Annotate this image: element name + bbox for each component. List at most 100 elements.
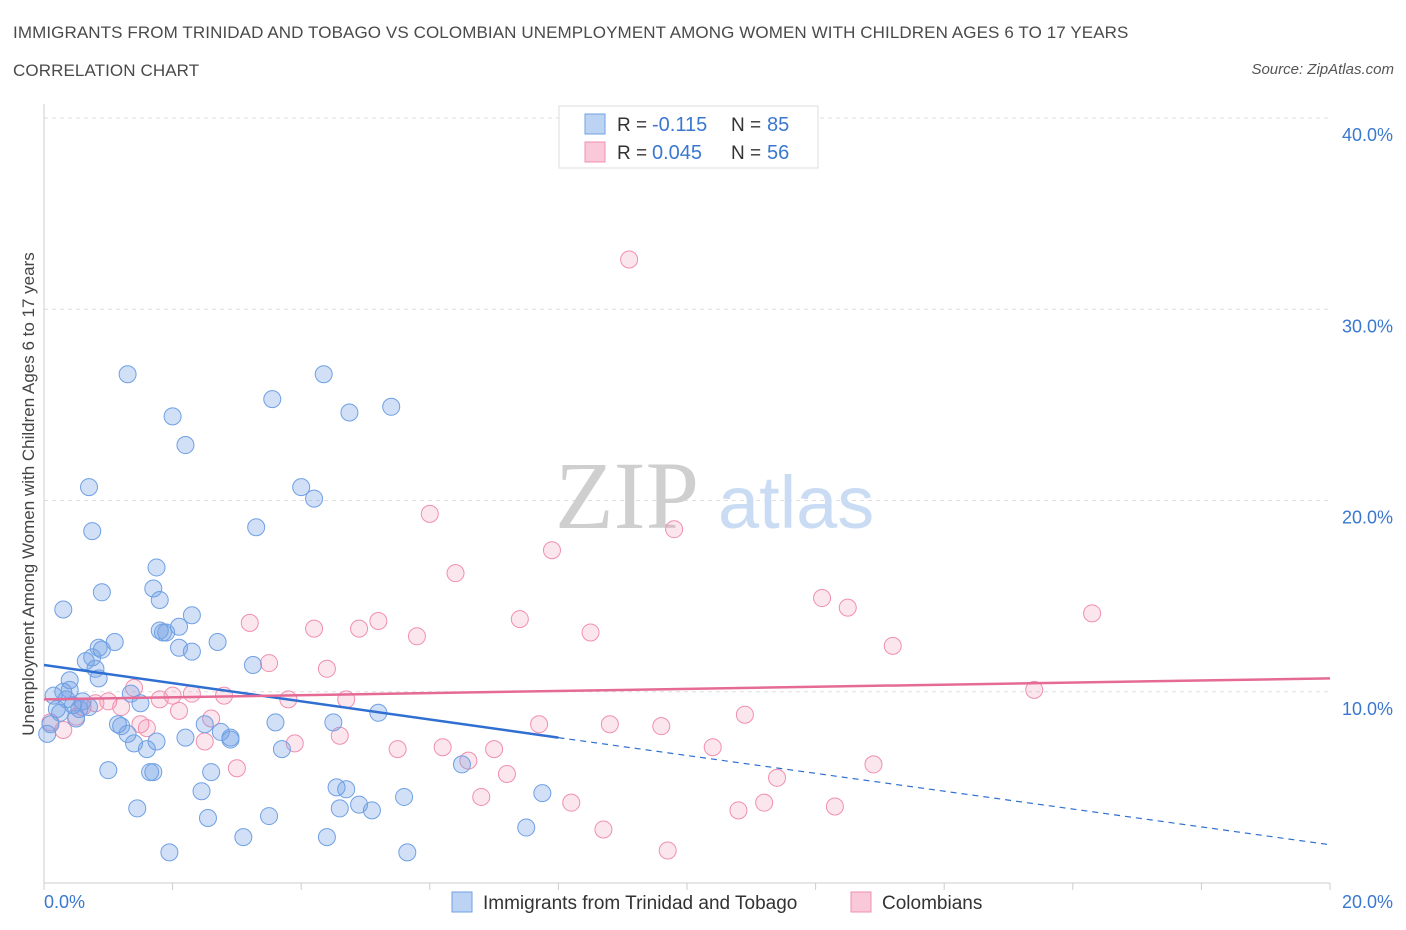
data-point-trinidad: [118, 365, 137, 384]
data-point-trinidad: [398, 843, 417, 862]
data-point-colombian: [825, 797, 844, 816]
y-tick-labels: 10.0% 20.0% 30.0% 40.0%: [1342, 125, 1393, 719]
data-point-trinidad: [272, 740, 291, 759]
legend-r-value-2: 0.045: [652, 142, 702, 164]
y-axis-label: Unemployment Among Women with Children A…: [19, 252, 38, 736]
legend-n-value-1: 85: [767, 114, 789, 136]
data-point-trinidad: [170, 638, 189, 657]
data-point-trinidad: [128, 799, 147, 818]
legend-swatch-pink: [584, 141, 606, 163]
data-point-trinidad: [337, 780, 356, 799]
y-tick-label: 30.0%: [1342, 316, 1393, 336]
data-point-colombian: [485, 740, 504, 759]
data-point-colombian: [864, 755, 883, 774]
data-point-colombian: [665, 520, 684, 539]
data-point-trinidad: [382, 397, 401, 416]
data-point-trinidad: [147, 732, 166, 751]
data-point-colombian: [388, 740, 407, 759]
data-point-trinidad: [208, 633, 227, 652]
data-point-colombian: [1025, 680, 1044, 699]
data-point-colombian: [163, 686, 182, 705]
legend-swatch-blue: [584, 113, 606, 135]
data-point-trinidad: [170, 617, 189, 636]
data-point-colombian: [883, 636, 902, 655]
data-point-colombian: [755, 793, 774, 812]
data-point-colombian: [838, 598, 857, 617]
x-tick-label: 0.0%: [44, 892, 85, 912]
watermark: ZIP atlas: [555, 442, 874, 549]
data-point-colombian: [420, 504, 439, 523]
data-point-trinidad: [60, 680, 79, 699]
data-point-trinidad: [330, 799, 349, 818]
trend-line-colombian: [43, 677, 1331, 701]
legend-r-label-2: R =: [617, 143, 647, 164]
data-point-trinidad: [83, 522, 102, 541]
data-point-colombian: [195, 732, 214, 751]
data-point-colombian: [594, 820, 613, 839]
data-point-colombian: [407, 627, 426, 646]
data-point-trinidad: [221, 730, 240, 749]
data-point-colombian: [562, 793, 581, 812]
data-point-trinidad: [144, 579, 163, 598]
data-point-trinidad: [452, 755, 471, 774]
data-point-trinidad: [112, 717, 131, 736]
series-legend: Immigrants from Trinidad and Tobago Colo…: [451, 891, 982, 914]
data-point-trinidad: [89, 638, 108, 657]
legend-n-label-2: N =: [731, 143, 761, 164]
data-point-trinidad: [533, 784, 552, 803]
data-point-trinidad: [243, 655, 262, 674]
data-point-colombian: [433, 738, 452, 757]
data-point-trinidad: [340, 403, 359, 422]
data-point-trinidad: [108, 715, 127, 734]
trend-line-trinidad: [43, 663, 559, 739]
watermark-atlas: atlas: [718, 461, 874, 544]
data-point-trinidad: [247, 518, 266, 537]
data-point-trinidad: [362, 801, 381, 820]
data-point-colombian: [240, 613, 259, 632]
data-point-trinidad: [150, 590, 169, 609]
bottom-legend-swatch-pink: [850, 891, 872, 913]
data-point-trinidad: [176, 728, 195, 747]
legend-r-label-1: R =: [617, 115, 647, 136]
data-point-colombian: [530, 715, 549, 734]
data-point-colombian: [369, 611, 388, 630]
data-point-colombian: [1083, 604, 1102, 623]
data-point-trinidad: [147, 558, 166, 577]
x-tick-labels: 0.0% 20.0%: [44, 892, 1393, 912]
stats-legend: R = -0.115 N = 85 R = 0.045 N = 56: [558, 105, 819, 169]
data-point-trinidad: [60, 671, 79, 690]
data-point-colombian: [658, 841, 677, 860]
axes: [43, 104, 1331, 890]
data-point-trinidad: [395, 787, 414, 806]
data-point-trinidad: [67, 709, 86, 728]
chart-title: IMMIGRANTS FROM TRINIDAD AND TOBAGO VS C…: [13, 23, 1129, 80]
bottom-legend-swatch-blue: [451, 891, 473, 913]
data-point-trinidad: [160, 843, 179, 862]
data-point-colombian: [703, 738, 722, 757]
data-points: [38, 250, 1102, 862]
y-tick-label: 10.0%: [1342, 699, 1393, 719]
data-point-colombian: [813, 589, 832, 608]
data-point-trinidad: [292, 478, 311, 497]
data-point-colombian: [446, 564, 465, 583]
data-point-trinidad: [105, 633, 124, 652]
data-point-trinidad: [80, 478, 99, 497]
data-point-trinidad: [92, 583, 111, 602]
data-point-trinidad: [263, 390, 282, 409]
data-point-trinidad: [517, 818, 536, 837]
data-point-trinidad: [118, 724, 137, 743]
data-point-colombian: [350, 619, 369, 638]
data-point-colombian: [581, 623, 600, 642]
data-point-colombian: [735, 705, 754, 724]
data-point-trinidad: [317, 828, 336, 847]
data-point-trinidad: [305, 489, 324, 508]
data-point-colombian: [170, 701, 189, 720]
data-point-colombian: [729, 801, 748, 820]
data-point-trinidad: [150, 621, 169, 640]
data-point-colombian: [227, 759, 246, 778]
watermark-zip: ZIP: [555, 442, 699, 549]
data-point-trinidad: [195, 715, 214, 734]
data-point-trinidad: [234, 828, 253, 847]
data-point-colombian: [510, 610, 529, 629]
data-point-colombian: [600, 715, 619, 734]
